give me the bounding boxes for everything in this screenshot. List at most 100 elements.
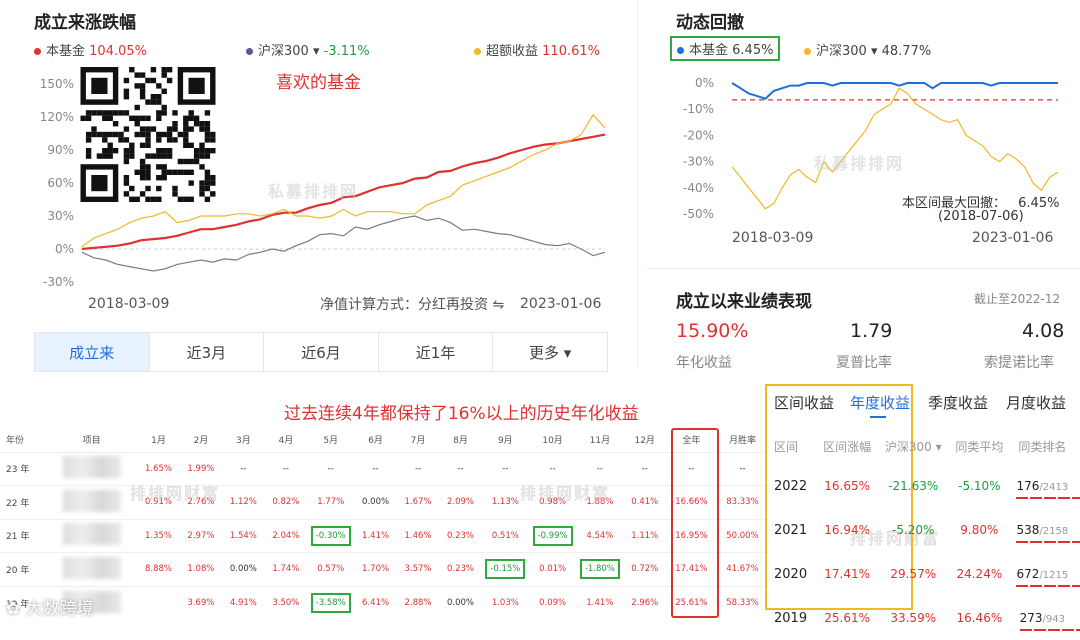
peer-average: 16.46% [956,611,1003,625]
period-tabs: 成立来 近3月 近6月 近1年 更多 ▾ [34,332,608,372]
table-cell: 1.65% [137,451,180,486]
range-gain: 16.94% [824,523,870,537]
col-header: 全年 [682,436,701,447]
y-tick-label: 0% [695,76,714,90]
col-header: 区间 [774,439,799,454]
table-cell: 1.99% [179,451,223,486]
watermark: 私募排排网 [268,182,359,201]
legend-dot-icon [246,48,253,55]
legend-fund[interactable]: 本基金 104.05% [34,40,147,59]
table-cell: 1.67% [396,485,440,519]
tab-more[interactable]: 更多 ▾ [529,343,572,362]
peer-rank: 176/2413 [1010,464,1080,508]
rank-bar [1016,497,1080,499]
table-cell: -- [307,451,355,486]
legend-hs300[interactable]: 沪深300 ▾ -3.11% [246,40,370,59]
table-row: 22 年 0.91% 2.76% 1.12% 0.82% 1.77% 0.00% 1.67% 2… [0,485,768,519]
table-cell: -- [396,451,440,486]
legend-label: 本基金 [46,44,86,59]
col-header: 4月 [278,436,294,447]
table-cell: 1.08% [179,552,223,586]
table-cell: 2.88% [396,585,440,620]
peer-rank: 273/943 [1010,596,1080,640]
row-item [46,585,138,620]
col-header: 同类排名 [1018,439,1067,454]
y-tick-label: -20% [683,128,714,142]
col-header: 项目 [82,436,101,447]
row-year: 21 年 [0,518,47,553]
nav-method[interactable]: 净值计算方式：分红再投资 ⇋ [320,294,504,314]
table-cell: 8.88% [137,552,180,586]
brand-logo-icon: ✿ [6,599,21,619]
swap-icon[interactable]: ⇋ [492,297,505,313]
table-cell: -- [222,451,265,486]
series-line-沪深300 [731,87,1059,210]
table-row: 2019 25.61% 33.59% 16.46% 273/943 [770,596,1080,640]
tab-6m[interactable]: 近6月 [264,333,379,371]
drawdown-legend-fund[interactable]: 本基金 6.45% [670,36,781,61]
row-year: 2019 [774,610,808,626]
redacted-item [62,590,121,613]
tab-range-return[interactable]: 区间收益 [774,394,835,412]
col-header: 5月 [323,436,339,447]
tab-month-return[interactable]: 月度收益 [1006,394,1067,412]
legend-excess[interactable]: 超额收益 110.61% [474,40,600,59]
table-cell: 50.00% [716,518,768,553]
table-cell: -0.99% [528,518,577,553]
y-tick-label: 30% [47,209,74,223]
row-year: 19 年 [0,585,47,620]
table-row: 2021 16.94% -5.20% 9.80% 538/2158 [770,508,1080,552]
hs300-gain: -21.63% [888,479,939,493]
y-tick-label: 150% [40,77,74,91]
row-item [46,451,138,486]
col-header[interactable]: 沪深300 ▾ [884,439,942,454]
legend-label: 超额收益 [486,44,539,59]
row-year: 2022 [774,478,808,494]
col-header: 12月 [634,436,655,447]
table-cell: 0.57% [307,552,355,586]
table-cell: 0.91% [137,485,180,519]
drawdown-legend-hs300[interactable]: 沪深300 ▾ 48.77% [804,40,931,59]
series-line-本基金 [81,133,606,251]
annualized-return: 15.90% [676,320,749,342]
table-cell: -- [665,451,717,486]
table-cell: -- [439,451,482,486]
col-header: 6月 [368,436,383,447]
table-cell: 0.82% [264,485,308,519]
tab-since-inception[interactable]: 成立来 [35,333,150,371]
table-row: 19 年 3.69% 4.91% 3.50% -3.58% 6.41% 2.88% 0.00%… [0,585,768,620]
drawdown-start-date: 2018-03-09 [732,230,814,246]
monthly-returns-table: 年份 项目 1月 2月 3月 4月 5月 6月 7月 8月 9月 10月 11月 12月 全年 月胜率 23 … [0,428,768,620]
table-cell: 1.46% [396,518,440,553]
legend-value: 110.61% [542,44,600,59]
tab-annual-return[interactable]: 年度收益 [850,394,911,412]
table-cell: 0.00% [354,485,397,519]
table-cell: 0.00% [439,585,482,620]
table-cell: -0.30% [307,518,355,553]
col-header: 年份 [6,436,25,447]
table-cell: -- [528,451,577,486]
range-gain: 17.41% [824,567,870,581]
annual-returns-table: 区间 区间涨幅 沪深300 ▾ 同类平均 同类排名 2022 16.65% -21.… [770,428,1080,640]
drawdown-end-date: 2023-01-06 [972,230,1054,246]
redacted-item [62,523,121,546]
col-header: 同类平均 [955,439,1004,454]
max-drawdown-note: 本区间最大回撤： 6.45% [902,192,1059,211]
tab-1y[interactable]: 近1年 [379,333,494,371]
sharpe-ratio: 1.79 [850,320,893,342]
table-cell: 1.03% [481,585,529,620]
table-row: 21 年 1.35% 2.97% 1.54% 2.04% -0.30% 1.41% 1.46%… [0,518,768,553]
rank-bar [1016,585,1080,587]
row-year: 20 年 [0,552,47,586]
table-row: 2020 17.41% 29.57% 24.24% 672/1215 [770,552,1080,596]
range-gain: 16.65% [824,479,870,493]
table-cell: 0.72% [623,552,666,586]
hs300-gain: -5.20% [892,523,935,537]
legend-dot-icon [677,47,684,54]
watermark: 私募排排网 [814,154,905,173]
tab-3m[interactable]: 近3月 [150,333,265,371]
legend-dot-icon [34,48,41,55]
y-tick-label: -50% [683,207,714,221]
tab-quarter-return[interactable]: 季度收益 [928,394,989,412]
table-cell: 25.61% [665,585,717,620]
